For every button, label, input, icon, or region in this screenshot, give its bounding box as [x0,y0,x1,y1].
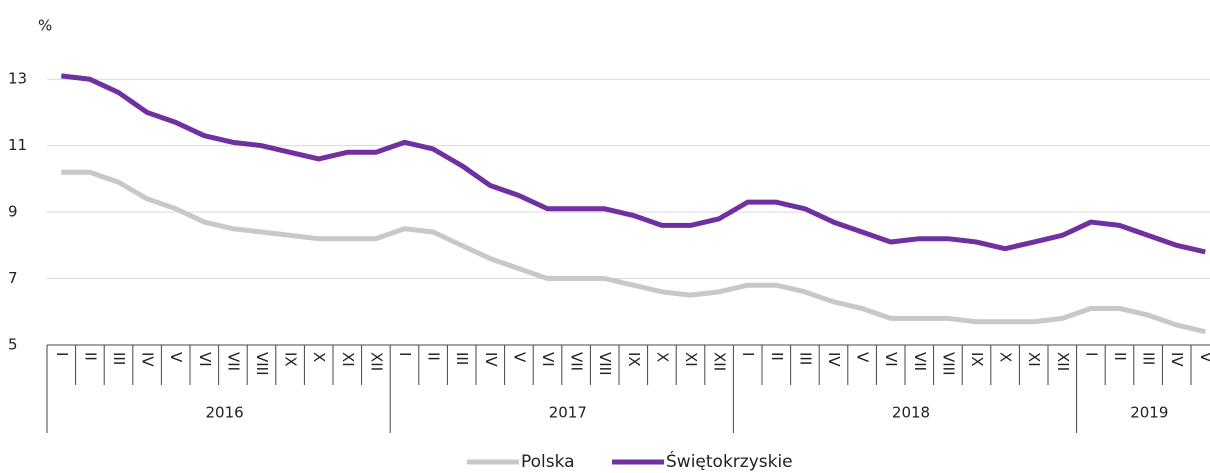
x-tick-label: VI [196,352,214,367]
x-tick-label: X [310,352,328,362]
x-tick-label: V [167,352,185,363]
x-tick-label: III [796,352,814,365]
year-label: 2017 [549,404,587,422]
year-label: 2018 [892,404,930,422]
series-line [61,73,1206,255]
x-tick-label: VII [224,352,242,371]
year-label: 2016 [206,404,244,422]
x-tick-label: IV [482,352,500,367]
y-tick-label: 7 [8,269,18,287]
x-tick-label: II [1111,352,1129,361]
x-tick-label: III [110,352,128,365]
y-tick-label: 5 [8,336,18,354]
year-label: 2019 [1130,404,1168,422]
x-tick-label: XII [367,352,385,371]
x-tick-label: I [1082,352,1100,356]
x-tick-label: II [81,352,99,361]
y-tick-label: 11 [8,136,27,154]
x-tick-label: III [1140,352,1158,365]
y-axis-label: % [38,17,52,35]
x-tick-label: IV [825,352,843,367]
x-tick-label: XII [711,352,729,371]
x-tick-label: I [739,352,757,356]
x-tick-label: IX [625,352,643,367]
x-tick-label: VIII [253,352,271,376]
x-tick-label: VIII [596,352,614,376]
x-tick-label: XI [339,352,357,367]
x-tick-label: XI [1025,352,1043,367]
x-tick-label: V [1197,352,1210,363]
x-tick-label: IV [1168,352,1186,367]
x-tick-label: VIII [939,352,957,376]
x-tick-label: X [997,352,1015,362]
y-tick-label: 13 [8,70,27,88]
legend-label: Świętokrzyskie [666,450,793,472]
y-tick-label: 9 [8,203,18,221]
x-tick-label: V [854,352,872,363]
x-tick-label: V [510,352,528,363]
x-tick-label: VI [882,352,900,367]
x-tick-label: VI [539,352,557,367]
x-tick-label: I [396,352,414,356]
legend-label: Polska [521,452,575,472]
x-tick-label: VII [568,352,586,371]
x-tick-label: II [768,352,786,361]
x-tick-label: XI [682,352,700,367]
x-tick-label: II [425,352,443,361]
x-tick-label: X [653,352,671,362]
x-tick-label: I [53,352,71,356]
x-tick-label: VII [911,352,929,371]
x-tick-label: XII [1054,352,1072,371]
x-tick-label: IX [968,352,986,367]
x-tick-label: III [453,352,471,365]
x-tick-label: IV [139,352,157,367]
x-tick-label: IX [282,352,300,367]
series-line [61,169,1206,335]
